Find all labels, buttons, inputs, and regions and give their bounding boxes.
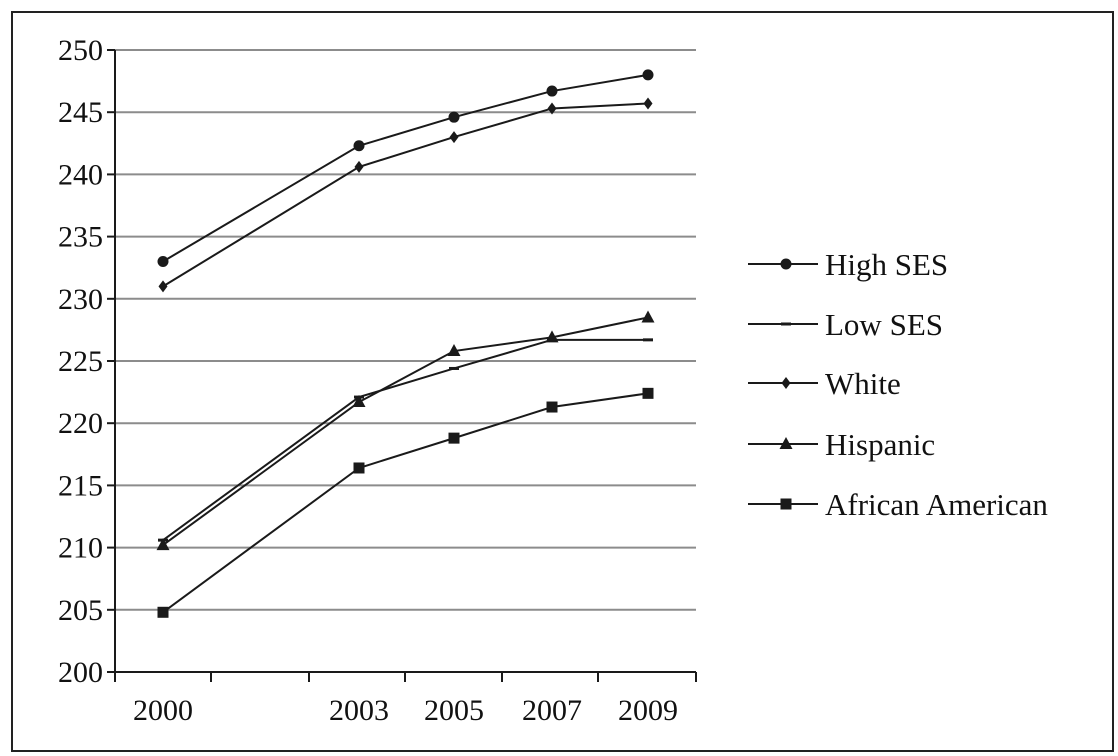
series-lines <box>162 73 649 614</box>
series-line <box>162 392 649 614</box>
data-point <box>354 160 364 173</box>
legend-label: African American <box>825 487 1048 522</box>
data-point <box>546 85 558 97</box>
data-point <box>353 462 365 474</box>
y-tick-label: 210 <box>58 532 103 565</box>
data-point <box>545 330 559 343</box>
series-markers <box>156 69 655 618</box>
legend-label: Hispanic <box>825 427 935 462</box>
y-tick-label: 250 <box>58 34 103 67</box>
y-tick-label: 245 <box>58 96 103 129</box>
y-tick-label: 215 <box>58 469 103 502</box>
data-point <box>158 280 168 293</box>
legend-marker <box>780 498 792 510</box>
y-tick-label: 220 <box>58 407 103 440</box>
y-tick-label: 230 <box>58 283 103 316</box>
data-point <box>447 344 461 357</box>
x-axis-ticks: 2000 2003 2005 2007 2009 <box>114 672 697 727</box>
y-tick-label: 205 <box>58 594 103 627</box>
gridlines <box>115 49 696 611</box>
legend: High SES Low SES White Hispanic African Amer… <box>748 247 1048 522</box>
x-tick-label: 2005 <box>424 694 484 727</box>
x-tick-label: 2000 <box>133 694 193 727</box>
y-tick-label: 225 <box>58 345 103 378</box>
legend-label: Low SES <box>825 307 943 342</box>
x-tick-label: 2003 <box>329 694 389 727</box>
data-point <box>642 69 654 81</box>
data-point <box>157 255 169 267</box>
y-tick-label: 240 <box>58 158 103 191</box>
legend-label: White <box>825 366 901 401</box>
legend-marker <box>780 258 792 270</box>
data-point <box>641 310 655 323</box>
data-point <box>352 395 366 408</box>
legend-marker <box>779 437 793 449</box>
data-point <box>157 606 169 618</box>
data-point <box>642 387 654 399</box>
data-point <box>353 140 365 152</box>
data-point <box>547 102 557 115</box>
x-tick-label: 2009 <box>618 694 678 727</box>
x-tick-label: 2007 <box>522 694 582 727</box>
data-point <box>643 97 653 110</box>
legend-label: High SES <box>825 247 948 282</box>
legend-marker <box>781 377 791 389</box>
data-point <box>156 538 170 551</box>
data-point <box>448 432 460 444</box>
y-tick-label: 235 <box>58 221 103 254</box>
y-tick-label: 200 <box>58 656 103 689</box>
data-point <box>449 131 459 144</box>
data-point <box>546 401 558 413</box>
series-line <box>162 338 648 541</box>
chart-frame: 200 205 210 215 220 225 230 235 240 245 250 2000 20… <box>11 11 1114 752</box>
series-line <box>162 316 649 546</box>
data-point <box>448 111 460 123</box>
series-line <box>162 73 649 263</box>
y-axis-ticks: 200 205 210 215 220 225 230 235 240 245 250 <box>58 34 115 689</box>
